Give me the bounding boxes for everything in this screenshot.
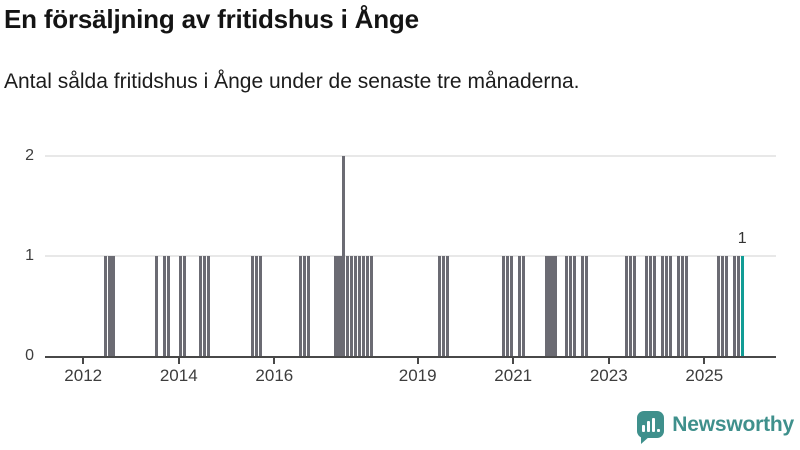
bar [545, 256, 549, 356]
x-tick-label: 2021 [494, 366, 533, 385]
x-tick-mark [416, 358, 419, 364]
bar-latest-highlight [740, 256, 744, 356]
bar [652, 256, 657, 356]
bar [676, 256, 680, 356]
bar [302, 256, 306, 356]
speech-bubble-tail [641, 436, 651, 444]
bar [445, 256, 449, 356]
y-tick-label: 0 [25, 347, 34, 364]
x-tick-mark [177, 358, 180, 364]
newsworthy-chart-bubble-icon [637, 411, 665, 444]
bar [660, 256, 664, 356]
bar [342, 156, 346, 356]
newsworthy-logo: Newsworthy [637, 411, 794, 444]
bar [724, 256, 728, 356]
bar [334, 256, 338, 356]
bar [179, 256, 183, 356]
bar [720, 256, 724, 356]
bar [581, 256, 585, 356]
x-tick-label: 2023 [589, 366, 628, 385]
bar [183, 256, 187, 356]
bar [203, 256, 207, 356]
x-tick-mark [703, 358, 706, 364]
bar [668, 256, 672, 356]
bar [645, 256, 649, 356]
x-tick-mark [273, 358, 276, 364]
bar [167, 256, 171, 356]
chart-subtitle: Antal sålda fritidshus i Ånge under de s… [4, 70, 580, 93]
bar [437, 256, 442, 356]
bar [501, 256, 505, 356]
y-tick-label: 2 [25, 147, 34, 164]
bar [553, 256, 557, 356]
x-tick-mark [512, 358, 515, 364]
latest-value-label: 1 [737, 230, 747, 247]
bar [732, 256, 736, 356]
bar [736, 256, 740, 356]
x-tick-mark [607, 358, 610, 364]
bar [207, 256, 211, 356]
bar [441, 256, 446, 356]
bar [298, 256, 302, 356]
bar [346, 256, 350, 356]
bar [565, 256, 569, 356]
bar [684, 256, 688, 356]
bar [549, 256, 553, 356]
x-tick-mark [82, 358, 85, 364]
bar [509, 256, 513, 356]
bar [103, 256, 107, 356]
x-tick-label: 2019 [398, 366, 437, 385]
bar [521, 256, 525, 356]
bar [254, 256, 258, 356]
bar [569, 256, 573, 356]
bar [633, 256, 637, 356]
bar [370, 256, 374, 356]
bar [111, 256, 115, 356]
bar [358, 256, 362, 356]
bar [625, 256, 629, 356]
x-tick-label: 2012 [64, 366, 103, 385]
bar [250, 256, 254, 356]
y-tick-label: 1 [25, 247, 34, 264]
bar [163, 256, 167, 356]
bar [585, 256, 589, 356]
x-tick-label: 2014 [159, 366, 198, 385]
page-title: En försäljning av fritidshus i Ånge [4, 4, 419, 34]
bar [505, 256, 509, 356]
bar [366, 256, 370, 356]
bar [648, 256, 653, 356]
bar [350, 256, 354, 356]
bar [306, 256, 310, 356]
bar [573, 256, 577, 356]
gridline [45, 155, 776, 157]
x-tick-label: 2016 [255, 366, 294, 385]
bar [258, 256, 262, 356]
x-axis-line [45, 356, 776, 358]
gridline [45, 255, 776, 257]
bar [716, 256, 720, 356]
bar [107, 256, 111, 356]
bar [199, 256, 203, 356]
bar [354, 256, 358, 356]
bar [362, 256, 366, 356]
bar [664, 256, 668, 356]
x-tick-label: 2025 [685, 366, 724, 385]
bar [517, 256, 521, 356]
newsworthy-wordmark: Newsworthy [672, 412, 794, 436]
bar [338, 256, 342, 356]
bar [680, 256, 684, 356]
bar [629, 256, 633, 356]
bar [155, 256, 159, 356]
